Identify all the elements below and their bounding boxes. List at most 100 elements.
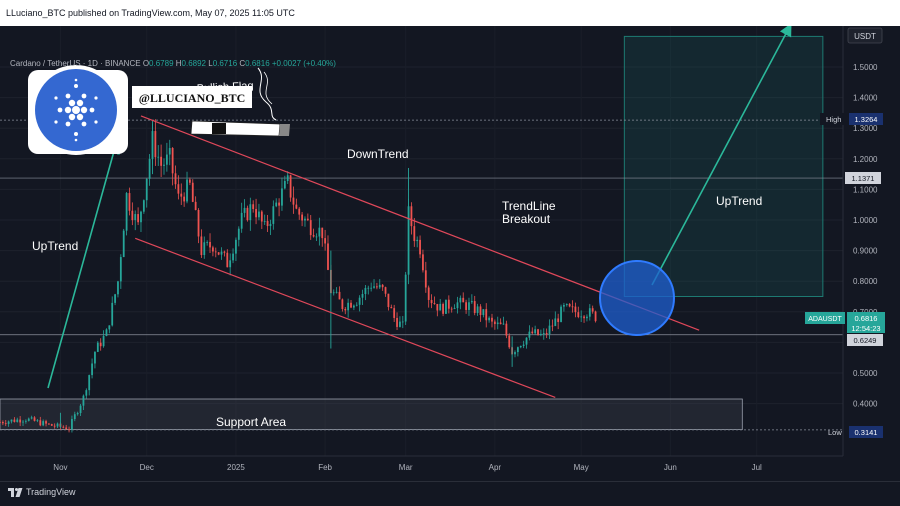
candle-body <box>4 423 7 425</box>
price-scale[interactable]: 0.40000.50000.60000.70000.80000.90001.00… <box>805 26 900 456</box>
candle-body <box>183 196 186 202</box>
candle-body <box>168 148 171 155</box>
candle-body <box>85 390 88 396</box>
candle-body <box>266 220 269 227</box>
candle-body <box>56 423 59 427</box>
uptrend-left-label: UpTrend <box>32 239 78 253</box>
trendline-label: TrendLine <box>502 199 556 213</box>
bullish-flag-label: Bullish Flag <box>197 80 254 95</box>
support-area-label: Support Area <box>216 415 286 429</box>
publish-header: LLuciano_BTC published on TradingView.co… <box>0 0 900 26</box>
open-value: 0.6789 <box>149 59 174 68</box>
candle-body <box>79 405 82 414</box>
candle-body <box>332 292 335 294</box>
low-value-badge <box>849 426 883 438</box>
candle-body <box>269 223 272 227</box>
candle-body <box>462 297 465 303</box>
candle-body <box>122 230 125 258</box>
candle-body <box>347 302 350 311</box>
candle-body <box>191 182 194 202</box>
candle-body <box>537 329 539 335</box>
candle-body <box>591 308 594 312</box>
candle-body <box>283 181 286 189</box>
candle-body <box>68 429 70 430</box>
low-label: Low <box>828 428 842 437</box>
candle-body <box>508 335 511 348</box>
candle-body <box>491 317 493 322</box>
candle-body <box>540 333 542 335</box>
candle-body <box>327 243 329 270</box>
candle-body <box>565 304 568 306</box>
candle-body <box>286 175 289 182</box>
candle-body <box>557 318 560 322</box>
candle-body <box>237 228 240 240</box>
candle-body <box>367 287 370 289</box>
symbol-legend[interactable]: Cardano / TetherUS · 1D · BINANCE O0.678… <box>10 59 336 68</box>
tradingview-brand[interactable]: TradingView <box>8 487 76 497</box>
candle-body <box>410 206 413 227</box>
x-tick-label: Jul <box>752 463 762 472</box>
candle-body <box>33 417 36 421</box>
time-scale[interactable]: Nov Dec 2025 Feb Mar Apr May Jun Jul <box>0 455 843 472</box>
candle-body <box>301 214 303 221</box>
chart-canvas[interactable]: @LLUCIANO_BTC Bullish Flag UpTrend DownT… <box>0 23 900 481</box>
candle-body <box>292 197 295 205</box>
candle-body <box>522 344 525 346</box>
candle-body <box>10 419 13 422</box>
x-tick-label: Jun <box>664 463 677 472</box>
candle-body <box>485 309 488 321</box>
candle-body <box>364 287 367 294</box>
candle-body <box>439 303 442 311</box>
breakout-label: Breakout <box>502 212 551 226</box>
candle-body <box>545 332 548 335</box>
candle-body <box>105 329 108 336</box>
candle-body <box>249 204 252 221</box>
candle-body <box>71 419 73 430</box>
candle-body <box>341 299 344 310</box>
candle-body <box>499 322 502 325</box>
horizontal-levels <box>0 119 843 431</box>
candle-body <box>580 316 583 318</box>
candle-body <box>171 148 174 174</box>
candle-body <box>516 347 519 353</box>
candle-body <box>119 257 122 282</box>
candle-body <box>232 253 234 261</box>
chart-pane[interactable]: @LLUCIANO_BTC Bullish Flag UpTrend DownT… <box>0 23 900 481</box>
candle-body <box>496 322 499 325</box>
high-value: 1.3264 <box>855 115 878 124</box>
candle-body <box>370 287 373 289</box>
candle-body <box>390 307 393 309</box>
candle-body <box>214 251 217 253</box>
x-tick-label: Feb <box>318 463 332 472</box>
high-ohlc-label: H <box>175 59 182 68</box>
candle-body <box>39 420 42 426</box>
candle-body <box>96 342 99 352</box>
level-value: 1.1371 <box>852 174 875 183</box>
candle-body <box>154 131 157 158</box>
candle-body <box>312 235 315 237</box>
candle-body <box>465 302 467 310</box>
candle-body <box>381 284 384 288</box>
symbol-name[interactable]: Cardano / TetherUS · 1D · BINANCE <box>10 59 141 68</box>
candle-body <box>304 218 306 221</box>
x-tick-label: May <box>574 463 589 472</box>
candle-body <box>117 281 119 295</box>
currency-label[interactable]: USDT <box>854 32 876 41</box>
x-tick-label: Mar <box>399 463 413 472</box>
candle-body <box>177 184 180 194</box>
candle-body <box>358 297 361 305</box>
candle-body <box>384 287 387 294</box>
close-label: C <box>239 59 246 68</box>
candle-body <box>563 305 565 307</box>
change-value: +0.0027 (+0.40%) <box>271 59 336 68</box>
candle-body <box>48 423 50 425</box>
candle-body <box>344 309 347 311</box>
candle-body <box>488 317 491 321</box>
currency-button[interactable] <box>847 27 883 44</box>
candle-body <box>376 286 378 288</box>
candle-body <box>91 363 93 376</box>
low-value: 0.3141 <box>855 428 878 437</box>
candle-body <box>419 239 421 255</box>
candle-body <box>125 193 128 231</box>
candle-body <box>88 375 91 391</box>
